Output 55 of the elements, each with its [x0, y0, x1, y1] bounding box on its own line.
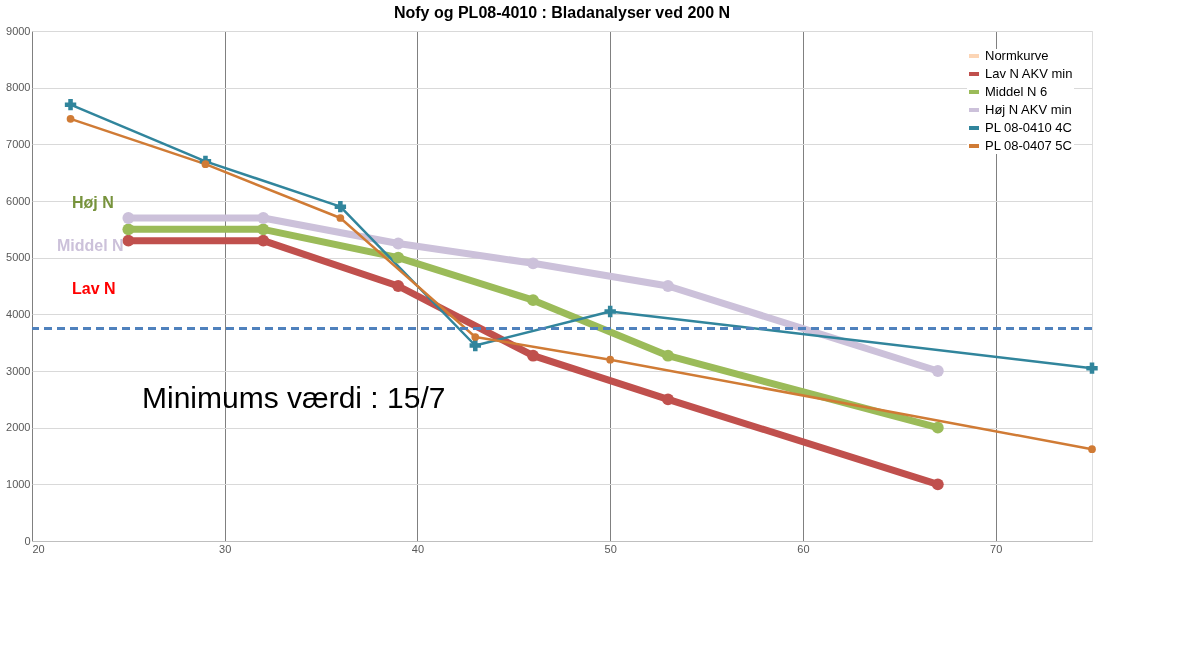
point [662, 280, 674, 292]
x-tick-label: 50 [604, 542, 617, 555]
y-tick-label: 0 [24, 534, 31, 547]
point [257, 234, 270, 247]
annotation: Lav N [72, 280, 116, 297]
point [662, 393, 674, 406]
x-tick-label: 20 [32, 542, 45, 555]
point [392, 251, 405, 264]
y-tick-label: 5000 [6, 251, 31, 264]
legend-label: Middel N 6 [985, 84, 1048, 99]
y-tick-label: 3000 [6, 364, 31, 377]
point [122, 234, 135, 247]
point [122, 223, 135, 236]
point [469, 339, 481, 352]
legend-label: PL 08-0410 4C [985, 120, 1072, 135]
y-tick-label: 9000 [6, 24, 31, 37]
y-tick-label: 7000 [6, 137, 31, 150]
point [527, 294, 540, 307]
point [931, 365, 944, 377]
point [392, 237, 405, 250]
annotation: Middel N [57, 237, 124, 254]
point [392, 280, 405, 292]
legend-label: Høj N AKV min [985, 102, 1072, 117]
point [527, 257, 540, 270]
point [64, 98, 77, 111]
point [336, 214, 345, 222]
point [201, 160, 210, 169]
legend-label: Lav N AKV min [985, 66, 1073, 81]
legend-label: Normkurve [985, 48, 1049, 63]
point [334, 200, 347, 213]
y-tick-label: 6000 [6, 194, 31, 207]
point [527, 349, 540, 362]
annotation: Minimums værdi : 15/7 [142, 381, 446, 414]
point [604, 305, 616, 318]
point [66, 114, 75, 123]
x-tick-label: 30 [219, 542, 232, 555]
x-tick-label: 40 [411, 542, 425, 555]
x-tick-label: 60 [797, 542, 810, 555]
point [1088, 445, 1096, 454]
point [257, 212, 270, 224]
point [1086, 362, 1098, 374]
annotation: Høj N [72, 194, 114, 211]
point [606, 355, 615, 364]
x-tick-label: 70 [990, 542, 1003, 555]
point [471, 333, 480, 341]
point [931, 478, 944, 491]
point [931, 421, 944, 434]
y-tick-label: 1000 [6, 477, 31, 490]
point [257, 223, 270, 236]
legend-label: PL 08-0407 5C [985, 138, 1072, 153]
y-tick-label: 8000 [6, 81, 31, 94]
y-tick-label: 2000 [6, 421, 31, 434]
point [662, 349, 674, 362]
chart-title: Nofy og PL08-4010 : Bladanalyser ved 200 N [393, 4, 731, 21]
y-tick-label: 4000 [6, 307, 31, 320]
